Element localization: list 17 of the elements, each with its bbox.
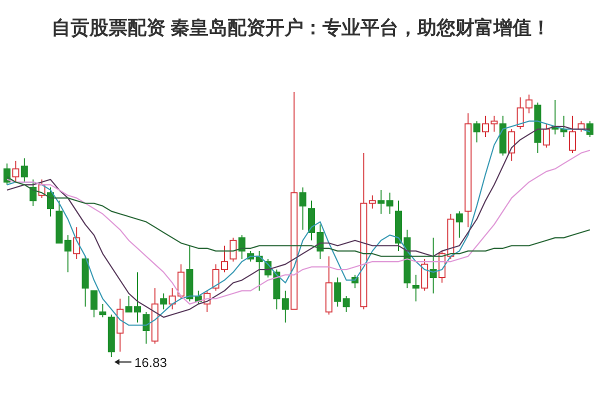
annotation: 16.83 bbox=[134, 355, 167, 370]
candlestick bbox=[108, 314, 115, 358]
candlestick bbox=[64, 234, 72, 273]
candlestick bbox=[386, 192, 394, 214]
candlestick bbox=[238, 234, 246, 260]
candlestick bbox=[99, 304, 106, 318]
candlestick bbox=[508, 128, 516, 162]
candlestick bbox=[534, 102, 542, 154]
candlestick bbox=[464, 112, 472, 228]
chart-title: 自贡股票配资 秦皇岛配资开户：专业平台，助您财富增值！ bbox=[51, 17, 551, 39]
candlestick bbox=[360, 152, 368, 310]
candlestick bbox=[473, 120, 480, 143]
candlestick bbox=[116, 298, 124, 352]
candlestick bbox=[151, 288, 158, 344]
candlestick bbox=[186, 245, 194, 302]
candlestick bbox=[412, 274, 420, 302]
candlestick bbox=[378, 190, 385, 214]
